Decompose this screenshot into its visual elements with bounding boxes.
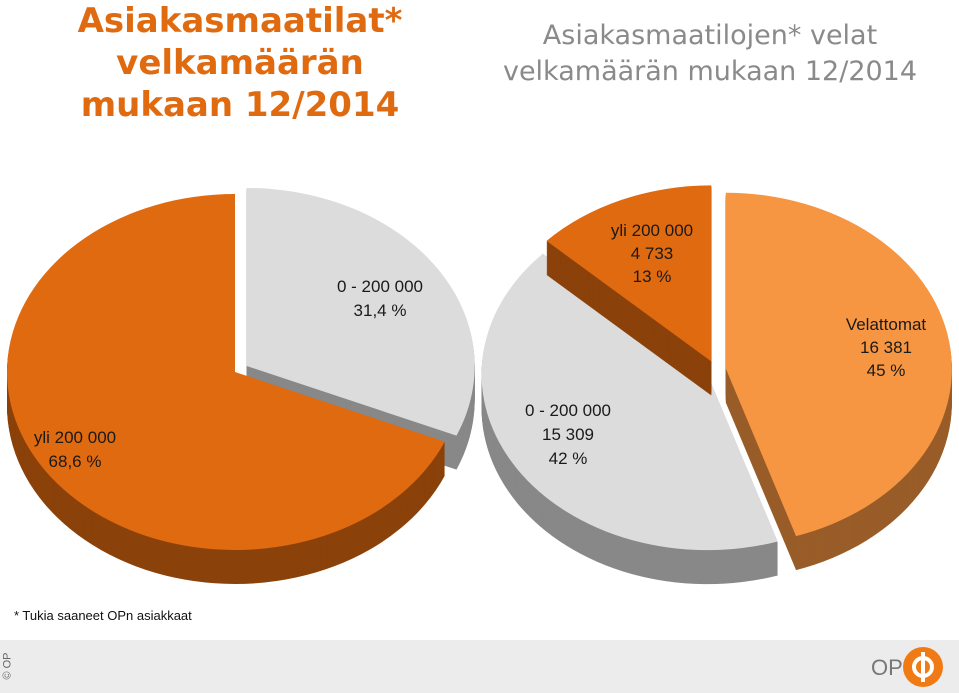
pie-slice-0-200-000 xyxy=(246,187,475,436)
right-pie-chart xyxy=(481,185,952,585)
slice-percent-0-200000: 42 % xyxy=(549,449,588,468)
right-pie-labels: yli 200 000 4 733 13 % 0 - 200 000 15 30… xyxy=(525,221,926,468)
slice-label-0-200000: 0 - 200 000 xyxy=(525,401,611,420)
footnote: * Tukia saaneet OPn asiakkaat xyxy=(14,608,192,623)
pie-slice-yli-200-000 xyxy=(546,185,712,362)
right-chart-title: Asiakasmaatilojen* velat velkamäärän muk… xyxy=(502,20,918,87)
left-pie-chart xyxy=(7,187,475,584)
slice-percent-velattomat: 45 % xyxy=(867,361,906,380)
slice-percent-0-200000: 31,4 % xyxy=(354,301,407,320)
copyright-text: © OP xyxy=(1,652,14,680)
pie-slice-yli-200-000 xyxy=(7,194,445,550)
slice-label-0-200000: 0 - 200 000 xyxy=(337,277,423,296)
brand-text: OP xyxy=(871,655,903,680)
slice-percent-yli-200000: 13 % xyxy=(633,267,672,286)
pie-slice-0-200-000 xyxy=(481,253,778,551)
op-logo-icon xyxy=(903,647,943,687)
footer-bar xyxy=(0,640,959,693)
slice-count-velattomat: 16 381 xyxy=(860,338,912,357)
pie-slice-velattomat xyxy=(725,192,952,537)
slice-count-0-200000: 15 309 xyxy=(542,425,594,444)
slice-percent-yli-200000: 68,6 % xyxy=(49,452,102,471)
left-pie-labels: 0 - 200 000 31,4 % yli 200 000 68,6 % xyxy=(34,277,423,471)
pie-charts: 0 - 200 000 31,4 % yli 200 000 68,6 % yl… xyxy=(7,185,952,585)
slice-count-yli-200000: 4 733 xyxy=(631,244,674,263)
slice-label-velattomat: Velattomat xyxy=(846,315,927,334)
left-chart-title: Asiakasmaatilat* velkamäärän mukaan 12/2… xyxy=(77,1,403,125)
slice-label-yli-200000: yli 200 000 xyxy=(611,221,693,240)
slice-label-yli-200000: yli 200 000 xyxy=(34,428,116,447)
